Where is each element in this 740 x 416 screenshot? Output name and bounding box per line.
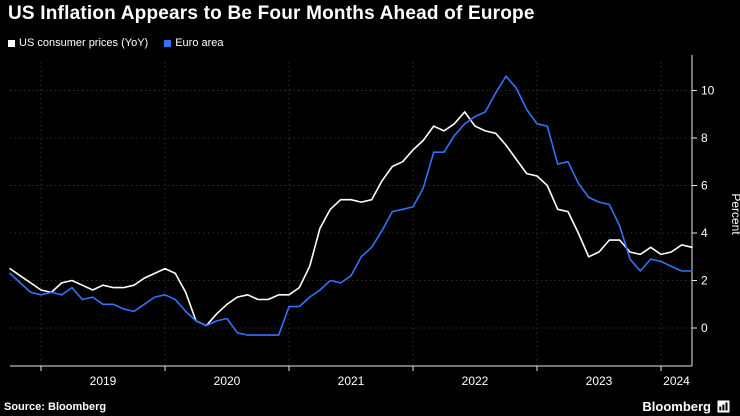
legend: US consumer prices (YoY) Euro area	[8, 37, 224, 49]
legend-item-us: US consumer prices (YoY)	[8, 37, 148, 49]
series-line-us	[9, 111, 693, 327]
page-title: US Inflation Appears to Be Four Months A…	[8, 3, 535, 24]
y-tick-label: 2	[701, 274, 708, 288]
legend-swatch-euro-icon	[164, 39, 172, 47]
x-tick-label: 2023	[586, 374, 613, 388]
bloomberg-wordmark: Bloomberg	[642, 399, 711, 414]
series-line-euro	[9, 75, 693, 336]
y-tick-label: 6	[701, 179, 708, 193]
bloomberg-logo: Bloomberg	[642, 399, 730, 414]
legend-swatch-us-icon	[8, 39, 15, 47]
legend-item-euro: Euro area	[164, 37, 224, 49]
x-tick-label: 2022	[462, 374, 489, 388]
y-tick-label: 4	[701, 226, 708, 240]
source-credit: Source: Bloomberg	[4, 400, 107, 413]
legend-label-euro: Euro area	[175, 37, 224, 49]
x-tick-label: 2021	[338, 374, 365, 388]
x-tick-label: 2024	[663, 374, 690, 388]
x-tick-label: 2019	[90, 374, 117, 388]
bloomberg-chart-icon	[717, 400, 730, 413]
y-axis-title: Percent	[729, 193, 740, 235]
inflation-chart: 2019 2020 2021 2022 2023 2024 0 2 4 6 8 10 Percent	[9, 55, 740, 388]
x-tick-label: 2020	[214, 374, 241, 388]
footer: Source: Bloomberg Bloomberg	[0, 399, 740, 414]
y-tick-label: 10	[701, 84, 715, 98]
y-tick-label: 8	[701, 131, 708, 145]
legend-label-us: US consumer prices (YoY)	[19, 37, 149, 49]
y-tick-label: 0	[701, 321, 708, 335]
